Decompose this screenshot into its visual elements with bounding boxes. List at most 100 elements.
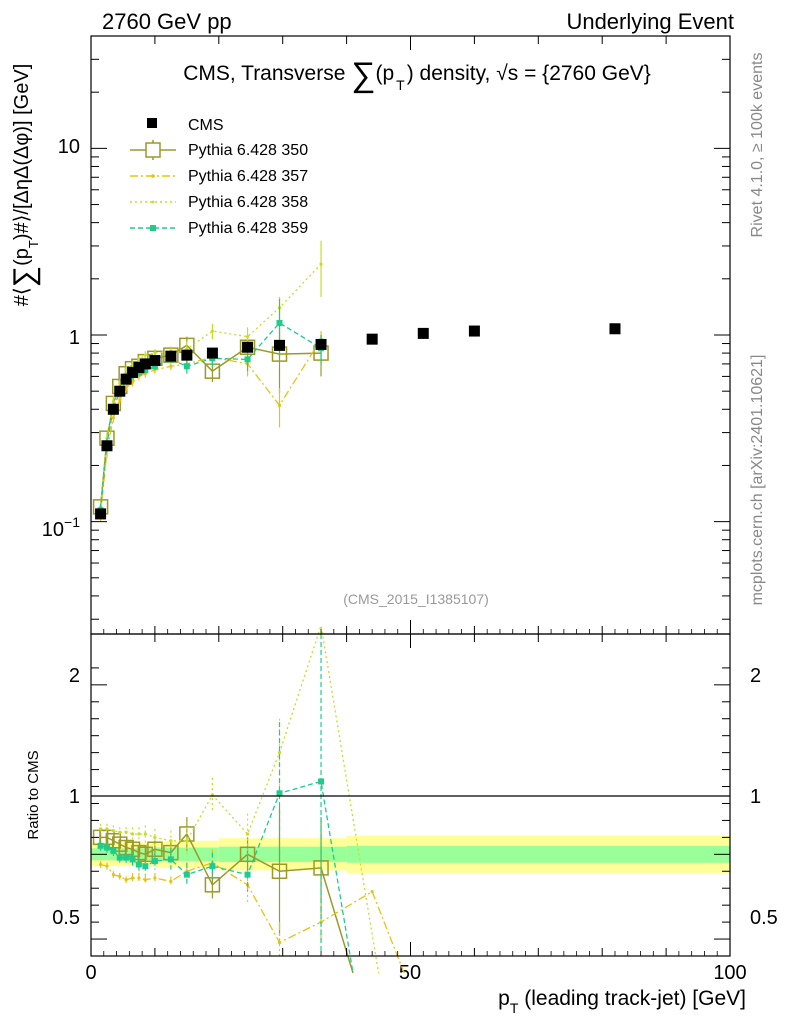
point-cms-9	[165, 350, 177, 362]
line-ratio-p358	[100, 625, 380, 974]
point-main-p359-10	[183, 363, 190, 370]
point-ratio-p358-7	[143, 832, 147, 836]
point-ratio-p358-2	[111, 828, 115, 833]
point-ratio-p358-10	[185, 839, 189, 843]
point-main-p359-12	[244, 356, 251, 363]
x-tick-labels: 0 50 100	[85, 962, 746, 984]
point-ratio-p359-13	[276, 790, 283, 797]
point-main-p357-4	[124, 386, 128, 390]
point-ratio-p358-3	[118, 830, 122, 834]
mcplots-label: mcplots.cern.ch [arXiv:2401.10621]	[749, 355, 766, 606]
axis-ticks	[90, 35, 731, 956]
ratio-panel-frame	[90, 633, 731, 957]
point-ratio-p359-8	[151, 858, 158, 865]
point-main-p358-12	[245, 335, 250, 339]
legend-marker-359	[150, 225, 156, 231]
point-cms-8	[149, 355, 161, 367]
point-main-p358-4	[124, 368, 128, 372]
legend-entry-cms: CMS	[147, 117, 224, 134]
point-ratio-p357-13	[277, 940, 282, 945]
line-main-p358	[99, 263, 322, 507]
point-main-p357-9	[169, 364, 173, 368]
point-ratio-p357-0	[98, 862, 103, 867]
series-main-cms	[95, 323, 621, 520]
point-ratio-p358-0	[98, 827, 103, 831]
point-ratio-p359-7	[142, 863, 149, 870]
ratio-tick-1-left: 1	[69, 786, 80, 808]
legend-label-357: Pythia 6.428 357	[188, 168, 308, 185]
point-ratio-p359-0	[97, 842, 104, 849]
point-cms-5	[127, 366, 139, 378]
legend-label-350: Pythia 6.428 350	[188, 142, 308, 159]
point-cms-11	[206, 347, 218, 359]
y-tick-label-10: 10	[58, 136, 80, 158]
legend: CMS Pythia 6.428 350 Pythia 6.428 357 Py…	[130, 117, 308, 237]
ratio-y-tick-labels: 2 1 0.5 2 1 0.5	[52, 665, 778, 929]
point-main-p357-3	[118, 398, 122, 402]
ratio-tick-0.5-left: 0.5	[52, 907, 80, 929]
legend-marker-350	[145, 142, 161, 158]
point-ratio-p357-1	[105, 864, 109, 868]
ratio-tick-0.5-right: 0.5	[750, 907, 778, 929]
point-ratio-p350-13	[271, 863, 288, 880]
point-ratio-p357-5	[130, 876, 135, 880]
ratio-series-layer	[92, 625, 405, 974]
ratio-tick-2-left: 2	[69, 665, 80, 687]
legend-marker-357	[151, 174, 155, 178]
point-main-p359-13	[276, 319, 283, 326]
point-ratio-p357-9	[169, 879, 173, 884]
header-left: 2760 GeV pp	[102, 9, 232, 34]
point-main-p357-2	[111, 416, 115, 420]
point-ratio-p357-6	[137, 876, 141, 880]
main-panel-frame	[90, 35, 731, 635]
legend-marker-cms	[147, 118, 157, 128]
legend-marker-358	[151, 200, 155, 204]
point-main-p358-14	[319, 262, 323, 266]
x-tick-label-100: 100	[713, 962, 746, 984]
y-tick-label-1: 1	[69, 327, 80, 349]
point-main-p358-2	[111, 399, 115, 404]
point-ratio-p357-15	[370, 890, 374, 894]
point-ratio-p359-12	[244, 871, 251, 878]
point-ratio-p359-1	[103, 844, 110, 851]
point-ratio-p359-5	[129, 856, 136, 863]
point-ratio-p358-4	[124, 830, 128, 834]
legend-entry-358: Pythia 6.428 358	[130, 194, 308, 211]
main-y-tick-labels: 10 1 10−1	[42, 136, 80, 541]
point-ratio-p358-12	[245, 832, 250, 836]
point-cms-18	[609, 323, 621, 335]
point-main-p358-7	[143, 353, 147, 357]
series-ratio-p358	[98, 625, 380, 974]
ratio-tick-2-right: 2	[750, 665, 761, 687]
y-tick-label-0.1: 10−1	[42, 514, 80, 541]
point-cms-0	[95, 508, 107, 520]
point-ratio-p357-4	[124, 878, 128, 882]
point-cms-4	[120, 373, 132, 385]
point-cms-1	[101, 440, 113, 452]
point-ratio-p359-14	[318, 778, 325, 785]
point-cms-2	[107, 403, 119, 415]
chart-title: CMS, Transverse ∑(p T) density, √s = {276…	[183, 56, 651, 94]
series-ratio-p359	[97, 634, 354, 974]
point-cms-13	[274, 339, 286, 351]
legend-label-358: Pythia 6.428 358	[188, 194, 308, 211]
point-cms-7	[139, 358, 151, 370]
point-ratio-p359-2	[110, 847, 117, 854]
point-main-p358-5	[130, 362, 135, 366]
point-ratio-p359-4	[123, 854, 130, 861]
point-ratio-p358-9	[169, 839, 173, 843]
main-series-layer	[92, 240, 621, 522]
point-main-p359-7	[142, 366, 149, 373]
band-inner-3	[346, 845, 730, 863]
y-axis-label: #⟨∑(pT)#⟩/[ΔηΔ(Δφ)] [GeV]	[8, 64, 41, 307]
point-ratio-p358-6	[137, 832, 141, 836]
legend-entry-359: Pythia 6.428 359	[130, 220, 308, 237]
point-ratio-p357-7	[143, 878, 147, 882]
point-ratio-p357-3	[118, 874, 122, 878]
legend-entry-357: Pythia 6.428 357	[130, 168, 308, 185]
series-ratio-p350	[92, 806, 354, 974]
point-ratio-p359-9	[167, 856, 174, 863]
band-inner-2	[218, 846, 347, 862]
x-axis-label: pT (leading track-jet) [GeV]	[498, 987, 746, 1016]
point-cms-10	[181, 349, 193, 361]
